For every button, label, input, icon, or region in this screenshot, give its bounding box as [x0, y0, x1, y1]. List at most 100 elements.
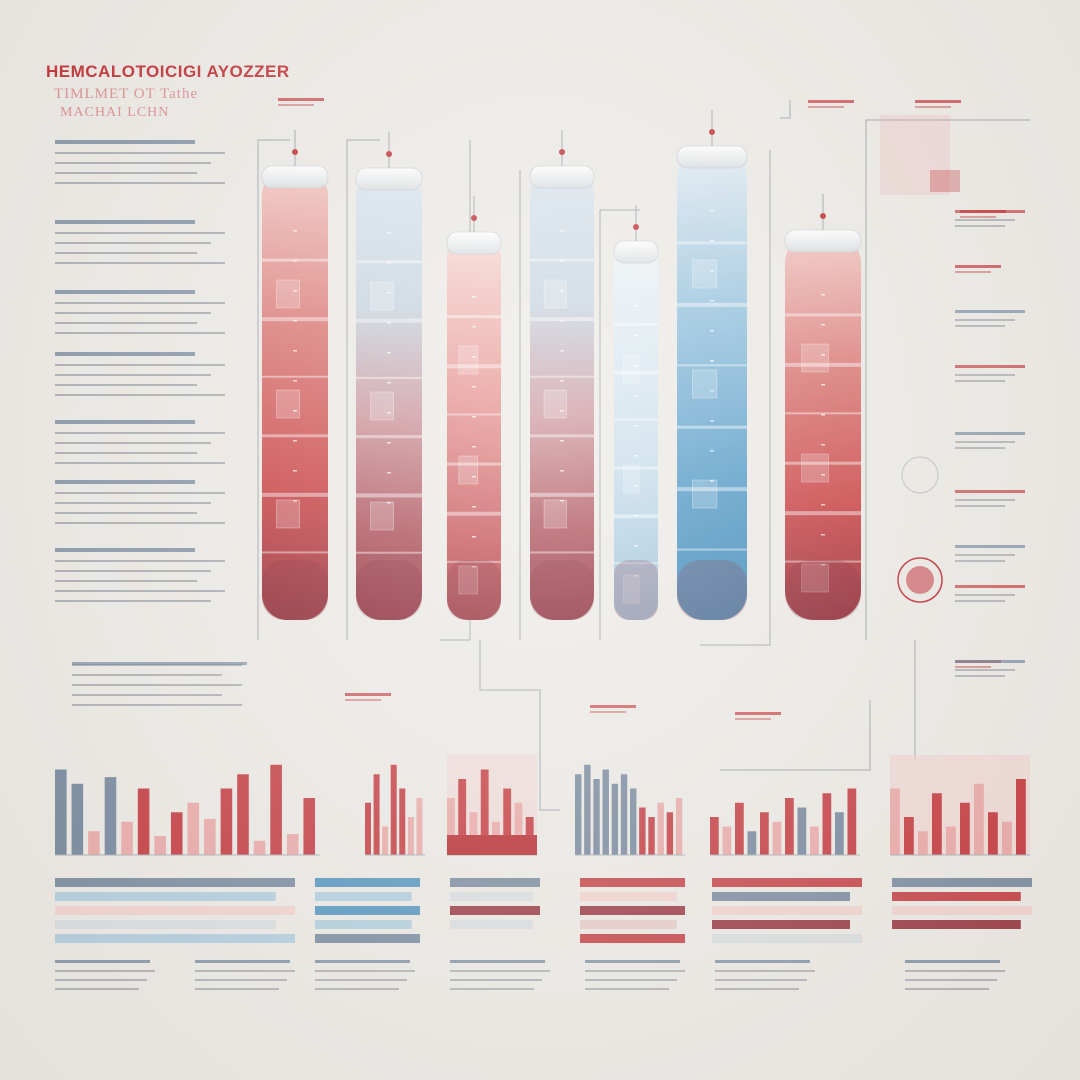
label-mark — [278, 104, 314, 106]
tube-probe-dot — [292, 149, 298, 155]
tube-body — [262, 170, 328, 620]
tube-detail — [276, 279, 300, 309]
caption-line — [450, 979, 542, 981]
block-line — [55, 364, 225, 366]
right-line — [955, 380, 1005, 382]
connector-line — [700, 150, 771, 646]
tube-tick — [821, 474, 825, 476]
mini-bar — [847, 788, 857, 855]
right-heading — [955, 310, 1025, 313]
right-line — [955, 675, 1005, 677]
label-mark — [955, 666, 991, 668]
connector-line — [346, 139, 380, 640]
tube-body — [614, 245, 658, 620]
tube-tick — [560, 410, 564, 412]
mini-bar — [253, 840, 266, 855]
table-row-bar — [55, 934, 295, 943]
tube-tick — [472, 566, 476, 568]
tube-body — [447, 236, 501, 620]
tube-cap — [613, 240, 659, 264]
tube-tick — [821, 294, 825, 296]
table-row-bar — [450, 920, 533, 929]
tube-detail — [543, 389, 567, 419]
caption-heading — [195, 960, 290, 963]
tube-band — [614, 562, 658, 565]
mini-bar — [735, 802, 744, 855]
tube-detail — [692, 259, 718, 289]
tube-tick — [821, 324, 825, 326]
tube-detail — [623, 574, 640, 604]
tube-tick — [387, 352, 391, 354]
block-line — [55, 232, 225, 234]
connector-line — [865, 119, 1030, 640]
block-line — [55, 374, 211, 376]
label-mark — [590, 711, 626, 713]
mini-bar — [514, 802, 523, 855]
tube-tick — [387, 322, 391, 324]
mini-bar — [416, 798, 423, 855]
mini-bar — [382, 826, 389, 855]
tube-tick — [387, 232, 391, 234]
tube-body — [530, 170, 594, 620]
tube-band — [785, 511, 861, 516]
tube-cap — [355, 167, 423, 191]
tube-tick — [472, 326, 476, 328]
tube-detail — [543, 499, 567, 529]
caption-line — [195, 970, 295, 972]
tube-band — [356, 493, 422, 498]
tube-band — [614, 370, 658, 375]
tube-sediment — [530, 560, 594, 620]
tube-band — [262, 375, 328, 378]
tube-tick — [821, 354, 825, 356]
tube-tick — [634, 485, 638, 487]
table-row-bar — [712, 920, 850, 929]
right-text-block — [955, 660, 1025, 677]
block-line — [55, 384, 197, 386]
right-line — [955, 447, 1005, 449]
tube-tick — [387, 262, 391, 264]
map-shape — [880, 115, 950, 195]
label-mark — [960, 216, 996, 218]
caption-block — [315, 960, 415, 990]
tube-tick — [634, 515, 638, 517]
mini-bar — [270, 764, 282, 855]
tube-band — [530, 551, 594, 554]
sample-tube — [446, 196, 502, 620]
tube-band — [614, 466, 658, 470]
tube-sediment — [447, 560, 501, 620]
mini-bar — [710, 817, 719, 855]
tube-sediment — [356, 560, 422, 620]
label-mark — [735, 712, 781, 715]
mini-bar-chart — [55, 764, 320, 856]
mini-bar — [503, 788, 512, 855]
mini-bar — [407, 817, 414, 855]
caption-line — [905, 970, 1005, 972]
caption-line — [450, 970, 550, 972]
text-block — [55, 290, 225, 334]
mini-bar — [137, 788, 150, 855]
table-row-bar — [892, 878, 1032, 887]
mini-bar — [55, 769, 67, 855]
tube-tick — [293, 380, 297, 382]
caption-line — [315, 979, 407, 981]
tube-detail — [458, 565, 479, 595]
tube-band — [677, 487, 747, 492]
table-row-bar — [55, 892, 276, 901]
right-text-block — [955, 545, 1025, 562]
block-line — [55, 302, 225, 304]
tube-band — [356, 318, 422, 323]
caption-line — [715, 970, 815, 972]
tube-sediment — [614, 560, 658, 620]
caption-heading — [715, 960, 810, 963]
caption-line — [715, 988, 799, 990]
tube-tick — [710, 210, 714, 212]
mid-text-line — [72, 694, 222, 696]
tube-tick — [472, 356, 476, 358]
table-row-bar — [580, 906, 685, 915]
label-mark — [915, 106, 951, 108]
tube-body — [677, 150, 747, 620]
caption-heading — [450, 960, 545, 963]
mini-bar — [593, 779, 600, 855]
tube-tick — [293, 230, 297, 232]
